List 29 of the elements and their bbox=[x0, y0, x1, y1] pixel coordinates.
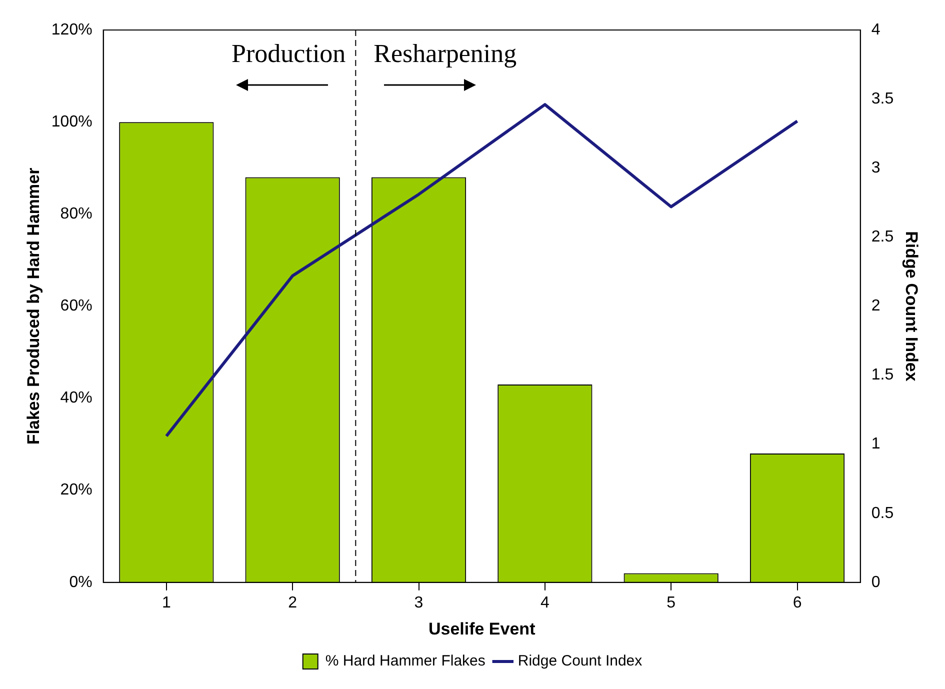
y2-tick-label: 0 bbox=[871, 574, 880, 591]
x-tick-label: 4 bbox=[540, 594, 550, 612]
y2-tick-label: 4 bbox=[871, 21, 880, 38]
y2-tick-label: 3.5 bbox=[871, 90, 894, 108]
y-tick-label: 80% bbox=[60, 206, 92, 223]
y2-tick-label: 1 bbox=[871, 436, 880, 453]
x-tick-label: 6 bbox=[792, 594, 802, 612]
y-tick-label: 120% bbox=[51, 21, 92, 38]
x-tick-label: 5 bbox=[666, 594, 676, 612]
annotation: Resharpening bbox=[374, 38, 517, 68]
y-tick-label: 20% bbox=[60, 482, 92, 499]
x-tick-label: 3 bbox=[414, 594, 424, 612]
y2-tick-label: 3 bbox=[871, 160, 880, 177]
y-tick-label: 60% bbox=[60, 298, 92, 315]
legend-label: Ridge Count Index bbox=[518, 652, 643, 670]
y-tick-label: 0% bbox=[69, 574, 92, 591]
x-tick-label: 2 bbox=[288, 594, 298, 612]
y2-tick-label: 0.5 bbox=[871, 504, 894, 522]
y-tick-label: 40% bbox=[60, 390, 92, 407]
x-tick-label: 1 bbox=[162, 594, 171, 612]
y-tick-label: 100% bbox=[51, 113, 92, 130]
y2-tick-label: 2.5 bbox=[871, 228, 894, 246]
legend-label: % Hard Hammer Flakes bbox=[325, 652, 486, 670]
y-axis-title: Flakes Produced by Hard Hammer bbox=[24, 167, 43, 445]
y2-tick-label: 2 bbox=[871, 298, 880, 315]
y2-axis-title: Ridge Count Index bbox=[902, 231, 922, 382]
annotation: Production bbox=[232, 38, 346, 68]
y2-tick-label: 1.5 bbox=[871, 366, 894, 384]
x-axis-title: Uselife Event bbox=[428, 619, 536, 638]
